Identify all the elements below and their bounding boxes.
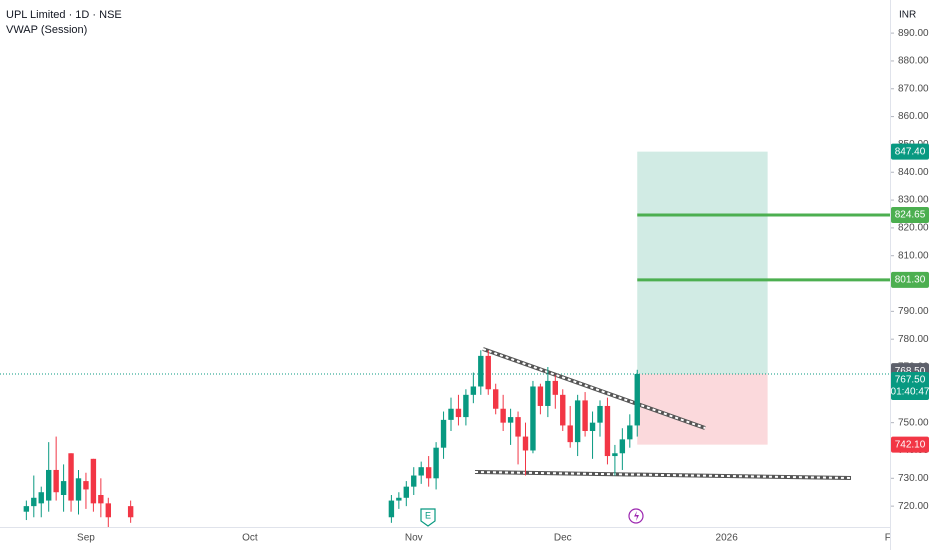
candle-body [478, 355, 484, 387]
candle-body [634, 373, 640, 426]
x-tick-label: Fe [885, 533, 897, 544]
y-tick-label: 730.00 [898, 473, 929, 484]
x-axis: Sep Oct Nov Dec 2026 Fe [77, 533, 897, 544]
candle-body [433, 447, 439, 479]
candle-body [537, 386, 544, 406]
event-icon[interactable] [628, 508, 644, 524]
price-tag-label: 742.10 [895, 439, 926, 450]
candle-body [83, 481, 89, 490]
candle-body [507, 417, 514, 423]
candle-body [627, 425, 633, 440]
price-tag [891, 271, 929, 288]
earnings-badge[interactable] [420, 508, 436, 527]
candle-body [612, 453, 618, 457]
trendline-dash [474, 471, 852, 479]
price-tag-label: 801.30 [895, 275, 926, 286]
countdown: 01:40:47 [891, 387, 930, 398]
candle-body [38, 492, 44, 504]
candle-body [567, 425, 573, 443]
price-tag-label: 768.50 [895, 366, 926, 377]
indicator-label: VWAP (Session) [6, 24, 87, 36]
candle-body [411, 475, 417, 487]
candle-body [448, 408, 454, 420]
candle-body [582, 400, 588, 432]
y-tick-label: 830.00 [898, 195, 929, 206]
candle-body [604, 405, 611, 457]
candle-body [90, 458, 97, 504]
y-tick-label: 720.00 [898, 501, 929, 512]
profit-zone [637, 151, 768, 374]
y-tick-label: 810.00 [898, 250, 929, 261]
candle-body [60, 481, 67, 496]
current-price-tag [891, 371, 929, 400]
x-tick-label: Sep [77, 533, 95, 544]
candle-body [522, 436, 529, 451]
candle-body [23, 506, 30, 512]
candle-body [515, 417, 521, 437]
candle-body [98, 495, 104, 504]
x-tick-label: Dec [554, 533, 572, 544]
y-tick-label: 870.00 [898, 83, 929, 94]
candle-body [500, 408, 506, 423]
candle-body [470, 386, 477, 395]
candle-body [560, 394, 566, 426]
candle-body [545, 380, 551, 406]
candle-body [105, 503, 111, 518]
x-tick-label: Nov [405, 533, 423, 544]
candle-body [493, 389, 499, 409]
y-tick-label: 780.00 [898, 334, 929, 345]
price-tag-label: 847.40 [895, 146, 926, 157]
candle-body [589, 422, 596, 432]
candle-body [53, 469, 59, 493]
current-price-label: 767.50 [895, 375, 926, 386]
y-tick-label: 820.00 [898, 223, 929, 234]
x-tick-label: 2026 [716, 533, 739, 544]
candle-body [46, 469, 52, 501]
price-tag [891, 436, 929, 453]
symbol-title: UPL Limited · 1D · NSE [6, 9, 122, 21]
y-tick-label: 890.00 [898, 28, 929, 39]
price-tag [891, 143, 929, 160]
candle-body [403, 486, 409, 498]
y-tick-label: 860.00 [898, 111, 929, 122]
candle-body [75, 478, 82, 501]
candle-body [485, 355, 491, 390]
earnings-glyph: E [425, 510, 431, 520]
candle-body [68, 453, 74, 501]
price-tag-label: 824.65 [895, 210, 926, 221]
candle-body [552, 380, 558, 395]
candle-body [127, 506, 134, 518]
candle-body [31, 497, 37, 507]
price-tag [891, 206, 929, 223]
candle-body [418, 467, 424, 476]
candle-body [455, 408, 462, 418]
x-tick-label: Oct [242, 533, 258, 544]
candle-body [425, 467, 432, 479]
candle-body [619, 439, 626, 454]
y-tick-label: 880.00 [898, 56, 929, 67]
y-tick-label: 790.00 [898, 306, 929, 317]
candle-body [440, 419, 447, 448]
earnings-icon[interactable]: E [420, 508, 436, 527]
y-axis: 720.00730.00740.00750.00760.00770.00780.… [890, 28, 930, 512]
candle-body [388, 500, 395, 518]
y-tick-label: 840.00 [898, 167, 929, 178]
loss-zone [637, 373, 768, 445]
candle-body [463, 394, 469, 418]
candle-body [530, 386, 536, 451]
y-tick-label: 750.00 [898, 417, 929, 428]
candle-body [597, 405, 603, 423]
candle-body [396, 497, 402, 501]
candle-body [574, 400, 581, 443]
currency: INR [899, 10, 916, 21]
event-glyph [634, 511, 639, 521]
trendline [482, 347, 706, 430]
plot-area [0, 151, 890, 527]
